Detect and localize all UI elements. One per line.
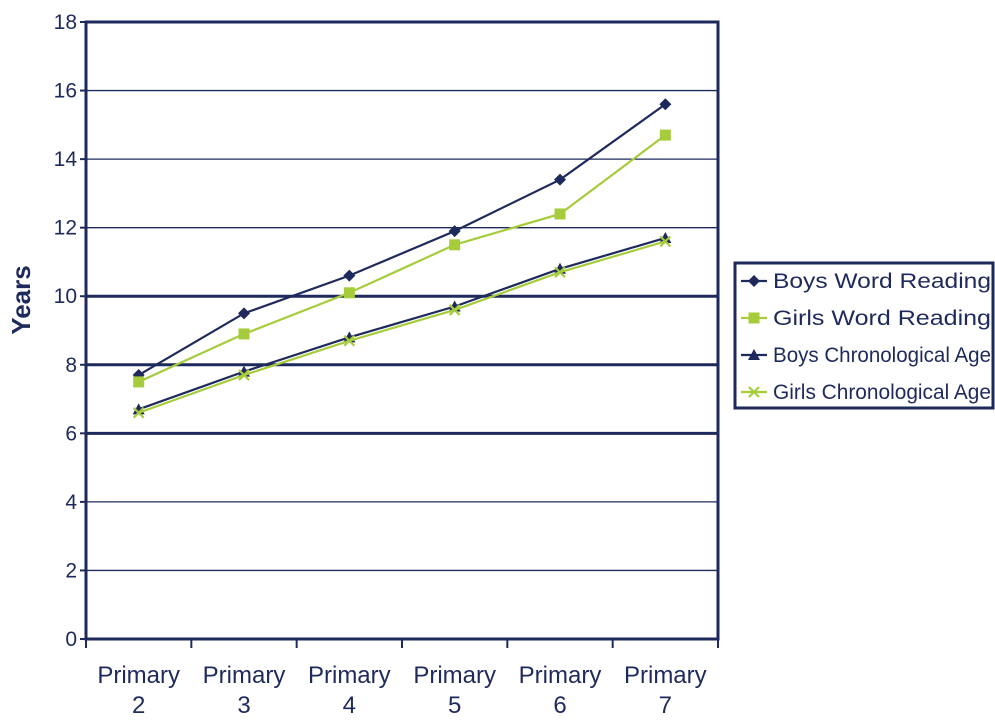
data-point-square [449,239,461,251]
x-category-label-line: 6 [553,692,566,719]
legend: Boys Word Reading Girls Word Reading Boys … [733,261,995,410]
data-point-x [132,406,145,419]
y-tick-label: 8 [65,354,77,377]
y-tick-label: 16 [54,80,77,103]
series-line [138,134,666,383]
x-category-label: Primary 7 [624,662,707,719]
x-category-label-line: Primary [624,662,707,689]
data-point-x [238,369,250,381]
y-axis-ticks: 0 2 4 6 8 10 12 14 16 18 [54,11,86,651]
legend-label: Boys Word Reading [773,270,991,293]
data-point-x [448,304,461,316]
x-category-label-line: 2 [132,692,145,719]
x-category-label: Primary 4 [308,662,391,719]
x-category-label-line: Primary [308,662,391,689]
y-tick-label: 4 [65,491,77,514]
legend-label: Girls Chronological Age [773,381,991,404]
x-category-label-line: Primary [519,662,602,689]
x-category-label-line: Primary [97,662,180,689]
data-point-square [659,129,671,141]
x-category-label-line: Primary [413,662,496,689]
data-point-diamond [659,98,672,111]
series-3 [132,235,672,419]
series-line [138,103,666,377]
data-point-x [343,335,356,347]
data-point-x [554,266,566,279]
x-axis-ticks: Primary 2 Primary 3 Primary 4 Primary 5 Primary 6… [85,639,719,719]
x-category-label: Primary 6 [519,662,602,719]
data-point-square [343,287,355,299]
x-category-label: Primary 5 [413,662,496,719]
data-point-diamond [448,225,461,238]
x-category-label-line: 5 [448,692,461,719]
x-category-label-line: 7 [659,692,672,719]
data-point-triangle [748,349,760,360]
y-tick-label: 10 [54,285,77,308]
y-tick-label: 12 [54,217,77,240]
x-category-label-line: 4 [343,692,356,719]
legend-label: Girls Word Reading [773,307,991,330]
series-0 [132,98,672,382]
series-layer [132,98,672,419]
data-point-square [554,208,566,220]
x-category-label: Primary 2 [97,662,180,719]
legend-item: Boys Word Reading [741,270,991,293]
data-point-diamond [238,307,250,320]
data-point-diamond [748,275,760,287]
y-tick-label: 2 [65,559,77,582]
series-line [138,240,666,414]
x-category-label-line: Primary [203,662,286,689]
legend-item: Boys Chronological Age [741,344,991,367]
x-category-label: Primary 3 [203,662,286,719]
data-point-triangle [659,231,672,243]
legend-label: Boys Chronological Age [773,344,991,367]
data-point-diamond [554,173,566,186]
legend-item: Girls Word Reading [741,307,991,330]
series-1 [133,129,671,388]
series-line [138,236,666,411]
legend-item: Girls Chronological Age [741,381,991,404]
data-point-x [659,235,672,248]
y-axis-title: Years [6,265,36,334]
legend-box [733,261,995,410]
data-point-square [238,328,250,340]
data-point-diamond [343,269,356,282]
y-tick-label: 14 [54,148,78,171]
y-tick-label: 0 [65,628,77,651]
data-point-square [133,376,145,388]
y-tick-label: 18 [54,11,77,34]
plot-area-frame [84,20,720,641]
data-point-x [748,386,760,398]
x-category-label-line: 3 [237,692,250,719]
data-point-square [748,312,760,324]
gridlines [86,89,718,572]
y-tick-label: 6 [65,422,77,445]
